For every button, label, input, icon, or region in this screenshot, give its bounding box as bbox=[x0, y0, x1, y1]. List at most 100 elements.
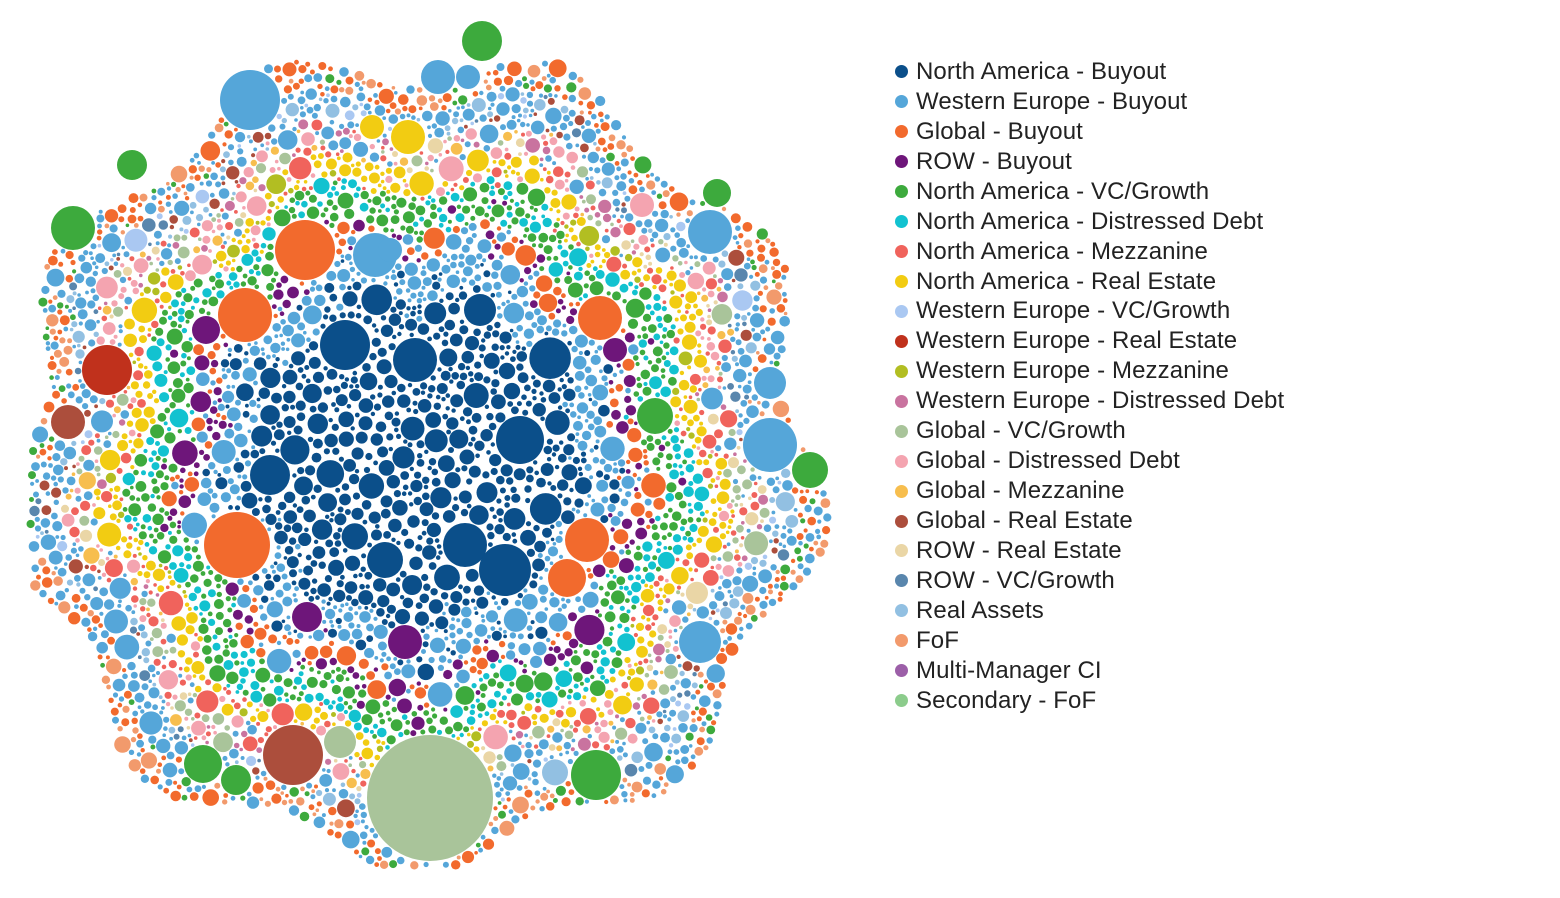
fund-bubble[interactable] bbox=[659, 522, 668, 531]
fund-bubble[interactable] bbox=[641, 227, 648, 234]
fund-bubble[interactable] bbox=[713, 526, 719, 533]
fund-bubble[interactable] bbox=[438, 196, 448, 205]
fund-bubble[interactable] bbox=[778, 591, 783, 597]
fund-bubble[interactable] bbox=[488, 422, 497, 431]
fund-bubble[interactable] bbox=[437, 455, 455, 472]
fund-bubble[interactable] bbox=[352, 698, 357, 704]
fund-bubble[interactable] bbox=[601, 259, 606, 264]
fund-bubble[interactable] bbox=[126, 385, 131, 390]
fund-bubble[interactable] bbox=[393, 490, 401, 498]
fund-bubble[interactable] bbox=[382, 138, 389, 146]
fund-bubble[interactable] bbox=[615, 207, 620, 212]
fund-bubble[interactable] bbox=[240, 650, 248, 659]
fund-bubble[interactable] bbox=[354, 684, 360, 690]
fund-bubble[interactable] bbox=[406, 688, 411, 694]
fund-bubble[interactable] bbox=[758, 494, 769, 505]
fund-bubble[interactable] bbox=[155, 241, 160, 246]
fund-bubble[interactable] bbox=[520, 97, 527, 104]
fund-bubble[interactable] bbox=[553, 146, 565, 158]
fund-bubble[interactable] bbox=[347, 666, 355, 674]
fund-bubble[interactable] bbox=[388, 678, 406, 697]
fund-bubble[interactable] bbox=[489, 118, 493, 122]
fund-bubble[interactable] bbox=[615, 384, 624, 392]
fund-bubble[interactable] bbox=[674, 414, 680, 419]
fund-bubble[interactable] bbox=[323, 386, 333, 395]
fund-bubble[interactable] bbox=[110, 258, 114, 262]
fund-bubble[interactable] bbox=[443, 669, 453, 680]
fund-bubble[interactable] bbox=[517, 633, 524, 640]
fund-bubble[interactable] bbox=[598, 613, 602, 618]
fund-bubble[interactable] bbox=[36, 574, 41, 580]
fund-bubble[interactable] bbox=[105, 399, 115, 408]
fund-bubble[interactable] bbox=[438, 272, 443, 276]
fund-bubble[interactable] bbox=[619, 549, 625, 555]
fund-bubble[interactable] bbox=[597, 345, 603, 351]
fund-bubble[interactable] bbox=[609, 668, 616, 674]
fund-bubble[interactable] bbox=[734, 313, 741, 320]
fund-bubble[interactable] bbox=[588, 397, 593, 402]
fund-bubble[interactable] bbox=[664, 578, 669, 583]
fund-bubble[interactable] bbox=[616, 576, 626, 585]
fund-bubble[interactable] bbox=[390, 215, 400, 225]
fund-bubble[interactable] bbox=[355, 732, 364, 740]
fund-bubble[interactable] bbox=[483, 79, 488, 84]
fund-bubble[interactable] bbox=[202, 468, 210, 477]
fund-bubble[interactable] bbox=[207, 351, 216, 360]
fund-bubble[interactable] bbox=[653, 333, 661, 341]
fund-bubble[interactable] bbox=[649, 659, 653, 664]
fund-bubble[interactable] bbox=[298, 532, 312, 547]
fund-bubble[interactable] bbox=[607, 503, 616, 513]
fund-bubble[interactable] bbox=[430, 487, 452, 509]
fund-bubble[interactable] bbox=[271, 425, 276, 430]
fund-bubble[interactable] bbox=[109, 224, 118, 233]
fund-bubble[interactable] bbox=[472, 645, 482, 655]
legend-item[interactable]: Western Europe - VC/Growth bbox=[895, 297, 1515, 327]
fund-bubble[interactable] bbox=[259, 658, 265, 665]
fund-bubble[interactable] bbox=[696, 397, 701, 402]
fund-bubble[interactable] bbox=[668, 376, 677, 386]
fund-bubble[interactable] bbox=[261, 568, 268, 574]
fund-bubble[interactable] bbox=[525, 521, 532, 527]
fund-bubble[interactable] bbox=[153, 230, 162, 239]
fund-bubble[interactable] bbox=[47, 456, 52, 461]
fund-bubble[interactable] bbox=[665, 441, 671, 447]
fund-bubble[interactable] bbox=[643, 454, 648, 459]
fund-bubble[interactable] bbox=[96, 472, 101, 477]
fund-bubble[interactable] bbox=[524, 267, 532, 275]
fund-bubble[interactable] bbox=[222, 466, 231, 474]
fund-bubble[interactable] bbox=[621, 202, 626, 207]
fund-bubble[interactable] bbox=[504, 744, 522, 762]
fund-bubble[interactable] bbox=[302, 383, 322, 404]
fund-bubble[interactable] bbox=[381, 651, 387, 657]
fund-bubble[interactable] bbox=[386, 604, 396, 614]
fund-bubble[interactable] bbox=[311, 144, 318, 151]
fund-bubble[interactable] bbox=[183, 666, 190, 673]
fund-bubble[interactable] bbox=[288, 537, 297, 545]
fund-bubble[interactable] bbox=[46, 268, 65, 287]
fund-bubble[interactable] bbox=[345, 76, 354, 85]
fund-bubble[interactable] bbox=[531, 572, 539, 579]
fund-bubble[interactable] bbox=[514, 130, 518, 134]
fund-bubble[interactable] bbox=[165, 201, 172, 207]
fund-bubble[interactable] bbox=[264, 495, 272, 503]
fund-bubble[interactable] bbox=[42, 472, 51, 480]
fund-bubble[interactable] bbox=[452, 100, 458, 106]
fund-bubble[interactable] bbox=[250, 225, 261, 236]
fund-bubble[interactable] bbox=[470, 704, 476, 709]
fund-bubble[interactable] bbox=[534, 705, 542, 713]
fund-bubble[interactable] bbox=[114, 634, 140, 660]
fund-bubble[interactable] bbox=[397, 383, 406, 393]
fund-bubble[interactable] bbox=[381, 150, 385, 154]
fund-bubble[interactable] bbox=[385, 745, 390, 750]
fund-bubble[interactable] bbox=[308, 356, 321, 369]
fund-bubble[interactable] bbox=[662, 594, 667, 599]
fund-bubble[interactable] bbox=[562, 631, 572, 641]
fund-bubble[interactable] bbox=[473, 606, 478, 610]
fund-bubble[interactable] bbox=[274, 65, 281, 73]
fund-bubble[interactable] bbox=[725, 642, 739, 656]
fund-bubble[interactable] bbox=[451, 860, 461, 870]
fund-bubble[interactable] bbox=[619, 784, 625, 790]
fund-bubble[interactable] bbox=[564, 238, 568, 243]
fund-bubble[interactable] bbox=[48, 463, 53, 468]
fund-bubble[interactable] bbox=[589, 680, 606, 696]
